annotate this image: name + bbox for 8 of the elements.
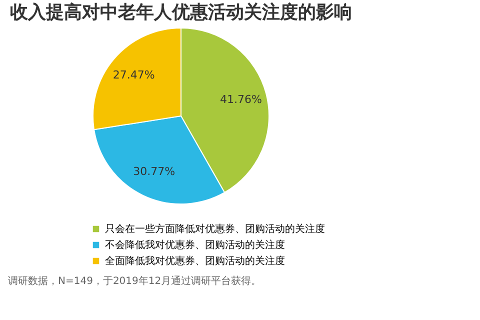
legend-label: 全面降低我对优惠券、团购活动的关注度 — [105, 255, 285, 267]
data-label: 27.47% — [112, 68, 155, 82]
chart-title: 收入提高对中老年人优惠活动关注度的影响 — [10, 2, 352, 23]
data-label: 41.76% — [220, 93, 262, 106]
text: 调研数据，N=149，于2019年12月通过调研平台获得。 — [7, 274, 262, 289]
data-label: 30.77% — [133, 164, 176, 178]
legend-label: 只会在一些方面降低对优惠券、团购活动的关注度 — [105, 223, 325, 235]
legend-label: 不会降低我对优惠券、团购活动的关注度 — [105, 239, 285, 251]
